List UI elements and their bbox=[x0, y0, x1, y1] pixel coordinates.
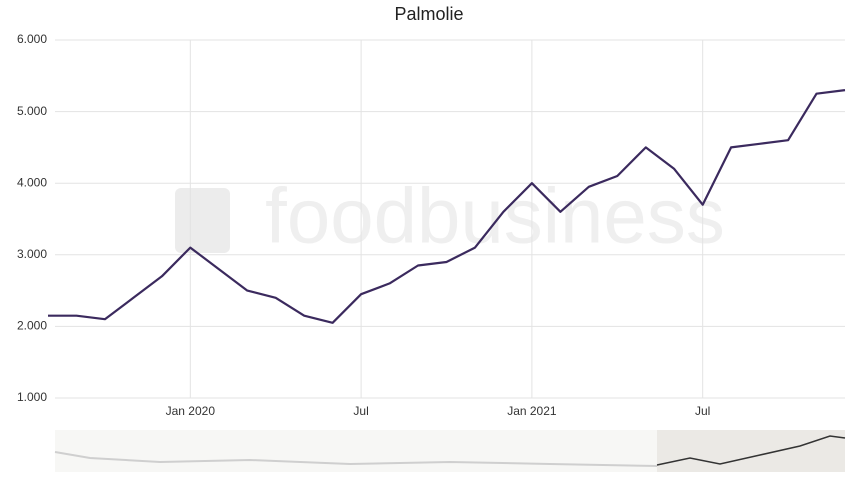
x-tick-label: Jan 2021 bbox=[507, 404, 557, 418]
y-tick-label: 2.000 bbox=[17, 319, 47, 333]
watermark: foodbusiness bbox=[265, 172, 725, 260]
y-tick-label: 5.000 bbox=[17, 104, 47, 118]
line bbox=[48, 89, 846, 324]
x-tick-label: Jul bbox=[353, 404, 368, 418]
y-tick-label: 6.000 bbox=[17, 32, 47, 46]
y-tick-label: 3.000 bbox=[17, 247, 47, 261]
y-tick-label: 1.000 bbox=[17, 390, 47, 404]
watermark-logo bbox=[175, 188, 230, 253]
x-tick-label: Jan 2020 bbox=[166, 404, 216, 418]
navigator bbox=[54, 430, 846, 472]
x-tick-label: Jul bbox=[695, 404, 710, 418]
chart-title: Palmolie bbox=[394, 4, 463, 24]
y-tick-label: 4.000 bbox=[17, 175, 47, 189]
